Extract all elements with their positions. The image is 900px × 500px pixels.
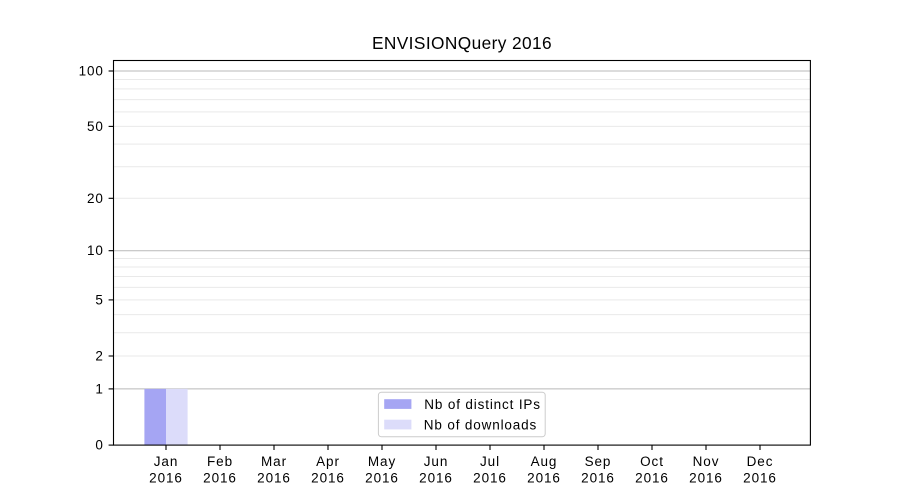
svg-text:2016: 2016 <box>311 471 345 486</box>
svg-text:Feb: Feb <box>207 454 233 469</box>
svg-text:ENVISIONQuery 2016: ENVISIONQuery 2016 <box>372 33 552 53</box>
svg-text:Nb of downloads: Nb of downloads <box>424 418 537 433</box>
svg-text:Aug: Aug <box>531 454 558 469</box>
svg-text:Jul: Jul <box>480 454 500 469</box>
svg-text:2016: 2016 <box>743 471 777 486</box>
svg-text:Apr: Apr <box>316 454 340 469</box>
svg-text:Jan: Jan <box>154 454 178 469</box>
svg-text:10: 10 <box>87 243 104 258</box>
svg-text:Nov: Nov <box>693 454 720 469</box>
svg-text:2016: 2016 <box>257 471 291 486</box>
svg-text:Nb of distinct IPs: Nb of distinct IPs <box>424 397 541 412</box>
svg-text:20: 20 <box>87 191 104 206</box>
svg-text:2016: 2016 <box>419 471 453 486</box>
svg-text:2016: 2016 <box>473 471 507 486</box>
svg-text:2016: 2016 <box>527 471 561 486</box>
svg-text:5: 5 <box>95 292 103 307</box>
svg-text:May: May <box>368 454 396 469</box>
svg-text:Oct: Oct <box>640 454 664 469</box>
svg-text:1: 1 <box>95 381 103 396</box>
svg-text:Mar: Mar <box>261 454 287 469</box>
svg-text:Dec: Dec <box>747 454 774 469</box>
svg-text:2016: 2016 <box>689 471 723 486</box>
svg-text:2016: 2016 <box>635 471 669 486</box>
svg-text:Jun: Jun <box>424 454 448 469</box>
svg-text:50: 50 <box>87 119 104 134</box>
svg-text:2016: 2016 <box>365 471 399 486</box>
svg-text:2016: 2016 <box>203 471 237 486</box>
svg-text:0: 0 <box>95 438 103 453</box>
svg-text:2: 2 <box>95 349 103 364</box>
svg-text:2016: 2016 <box>149 471 183 486</box>
svg-text:2016: 2016 <box>581 471 615 486</box>
svg-text:100: 100 <box>79 64 104 79</box>
svg-text:Sep: Sep <box>585 454 612 469</box>
